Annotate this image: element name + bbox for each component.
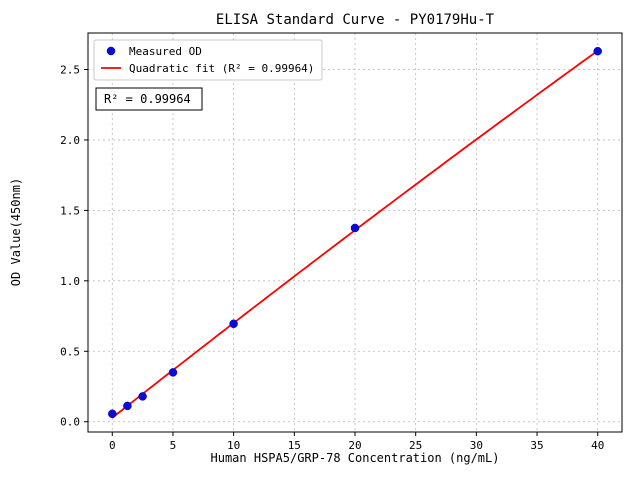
x-tick-label: 0 [109, 439, 116, 452]
y-tick-label: 0.0 [60, 416, 80, 429]
legend-box [93, 39, 323, 81]
measured-od-points [108, 46, 602, 419]
x-tick-label: 15 [288, 439, 301, 452]
y-tick-label: 2.5 [60, 63, 80, 76]
x-tick-label: 5 [170, 439, 177, 452]
annotation-box [95, 87, 203, 111]
y-tick-labels: 0.0 0.5 1.0 1.5 2.0 2.5 [60, 63, 80, 428]
data-point [593, 46, 602, 56]
data-point [123, 401, 132, 411]
x-tick-label: 35 [530, 439, 543, 452]
x-tick-label: 10 [227, 439, 240, 452]
y-tick-label: 1.0 [60, 275, 80, 288]
data-point [229, 319, 238, 329]
chart-title: ELISA Standard Curve - PY0179Hu-T [216, 12, 495, 28]
legend: Measured OD Quadratic fit (R² = 0.99964) [93, 39, 323, 81]
y-axis-label: OD Value(450nm) [9, 178, 23, 286]
data-point [108, 409, 117, 419]
x-axis-label: Human HSPA5/GRP-78 Concentration (ng/mL) [211, 451, 500, 465]
axes-frame [87, 32, 623, 433]
y-tick-label: 1.5 [60, 204, 80, 217]
x-tick-label: 40 [591, 439, 604, 452]
tick-marks [84, 68, 599, 436]
legend-label-quadratic-fit: Quadratic fit (R² = 0.99964) [129, 62, 314, 75]
data-point [168, 368, 178, 377]
x-tick-label: 20 [348, 439, 361, 452]
data-point [350, 223, 360, 233]
annotation-text: R² = 0.99964 [104, 92, 191, 106]
y-tick-label: 2.0 [60, 134, 80, 147]
legend-label-measured-od: Measured OD [129, 45, 202, 58]
x-tick-label: 30 [470, 439, 483, 452]
x-tick-labels: 0 5 10 15 20 25 30 35 40 [109, 439, 604, 452]
x-tick-label: 25 [409, 439, 422, 452]
y-tick-label: 0.5 [60, 345, 80, 358]
data-point [138, 392, 147, 401]
r-squared-annotation: R² = 0.99964 [95, 87, 203, 111]
legend-marker-dot [106, 46, 116, 56]
